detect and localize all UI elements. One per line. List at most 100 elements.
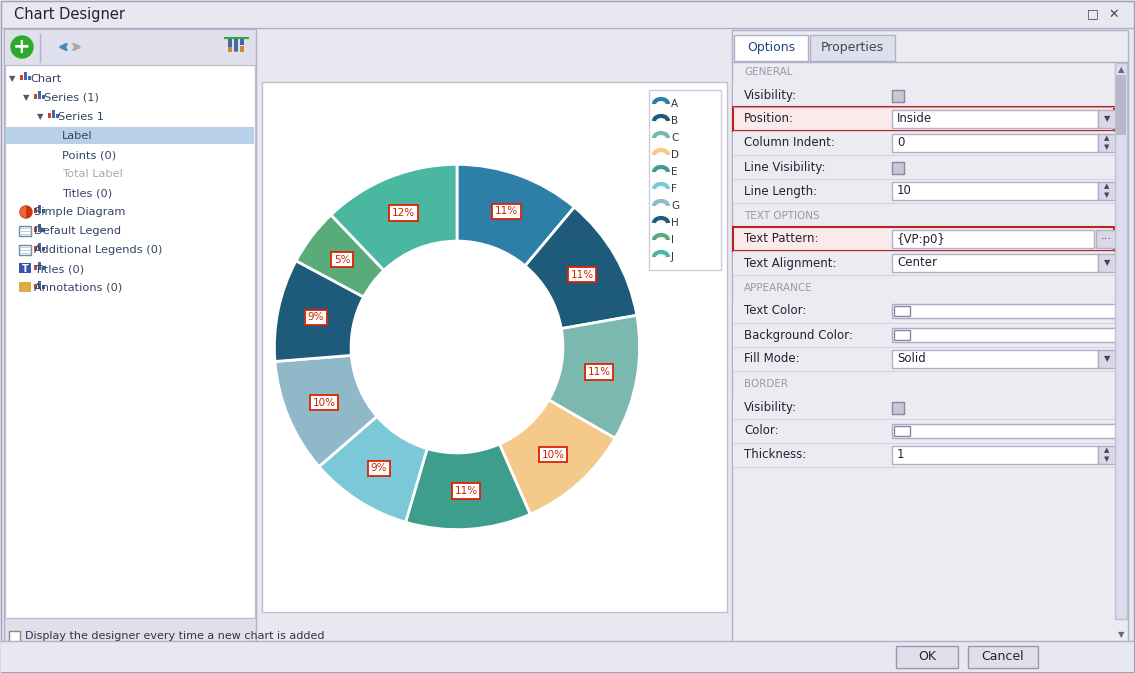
Text: 0: 0 — [897, 137, 905, 149]
Bar — [6, 127, 254, 144]
Text: Titles (0): Titles (0) — [62, 188, 112, 198]
Text: Properties: Properties — [821, 42, 883, 55]
Text: Line Length:: Line Length: — [745, 184, 817, 197]
Wedge shape — [499, 400, 615, 514]
Text: ▼: ▼ — [1104, 456, 1110, 462]
Bar — [892, 328, 1116, 342]
Bar — [5, 30, 255, 65]
Text: ▲: ▲ — [1104, 447, 1110, 453]
Bar — [968, 646, 1039, 668]
Bar — [892, 254, 1098, 272]
Text: Text Pattern:: Text Pattern: — [745, 232, 818, 246]
Circle shape — [11, 36, 33, 58]
Bar — [894, 306, 910, 316]
Bar — [892, 304, 1116, 318]
Text: ▼: ▼ — [1118, 631, 1125, 639]
Bar — [19, 245, 31, 255]
Text: Display the designer every time a new chart is added: Display the designer every time a new ch… — [25, 631, 325, 641]
Bar — [37, 243, 41, 251]
Text: Options: Options — [747, 42, 794, 55]
Bar — [1098, 446, 1116, 464]
Bar — [894, 330, 910, 340]
Bar — [1115, 63, 1127, 619]
Bar — [1098, 350, 1116, 368]
Bar — [228, 39, 232, 47]
Text: B: B — [671, 116, 678, 126]
Text: GENERAL: GENERAL — [745, 67, 792, 77]
Bar — [649, 90, 721, 270]
Bar — [733, 155, 1113, 179]
Text: 10%: 10% — [541, 450, 565, 460]
Text: ▼: ▼ — [23, 94, 30, 102]
Text: 11%: 11% — [588, 367, 611, 377]
Bar — [734, 35, 808, 61]
Text: Column Indent:: Column Indent: — [745, 137, 835, 149]
Bar — [892, 110, 1098, 128]
Wedge shape — [20, 206, 26, 218]
Wedge shape — [405, 444, 530, 530]
Wedge shape — [548, 315, 640, 438]
Bar — [42, 209, 45, 213]
Text: Points (0): Points (0) — [62, 150, 116, 160]
Text: Annotations (0): Annotations (0) — [34, 283, 123, 293]
Text: H: H — [671, 218, 679, 228]
Text: ▲: ▲ — [1118, 65, 1125, 75]
Bar — [733, 131, 1113, 155]
Text: D: D — [671, 150, 679, 160]
Bar — [19, 226, 31, 236]
Text: ▼: ▼ — [1103, 114, 1110, 124]
Text: ▼: ▼ — [9, 75, 15, 83]
Text: E: E — [671, 167, 678, 177]
Text: 5%: 5% — [334, 254, 351, 264]
Text: Background Color:: Background Color: — [745, 328, 852, 341]
Text: J: J — [671, 252, 674, 262]
Circle shape — [20, 206, 32, 218]
Text: Thickness:: Thickness: — [745, 448, 806, 462]
Bar — [48, 113, 51, 118]
Bar — [892, 402, 903, 414]
Bar — [34, 208, 37, 213]
Bar — [262, 82, 728, 612]
Text: 11%: 11% — [455, 486, 478, 496]
Bar — [1098, 182, 1116, 200]
Text: Color:: Color: — [745, 425, 779, 437]
Bar — [1116, 75, 1126, 135]
Bar — [894, 426, 910, 436]
Bar — [42, 228, 45, 232]
Bar — [34, 265, 37, 270]
Bar — [20, 75, 23, 80]
Bar — [56, 114, 59, 118]
Text: F: F — [671, 184, 676, 194]
Text: Label: Label — [62, 131, 93, 141]
Wedge shape — [296, 215, 384, 297]
Text: Text Alignment:: Text Alignment: — [745, 256, 836, 269]
Text: 10%: 10% — [312, 398, 336, 408]
Text: 9%: 9% — [371, 463, 387, 473]
Bar — [1098, 254, 1116, 272]
Bar — [733, 299, 1113, 323]
Bar — [1096, 230, 1116, 248]
Wedge shape — [457, 164, 574, 266]
Wedge shape — [526, 207, 637, 328]
Bar — [733, 347, 1113, 371]
Text: Visibility:: Visibility: — [745, 400, 797, 413]
Text: Titles (0): Titles (0) — [34, 264, 84, 274]
Bar — [234, 40, 238, 52]
Text: Inside: Inside — [897, 112, 932, 125]
Bar — [34, 284, 37, 289]
Text: Solid: Solid — [897, 353, 926, 365]
Bar — [37, 91, 41, 99]
Text: G: G — [671, 201, 679, 211]
Text: ▼: ▼ — [1104, 144, 1110, 150]
Bar — [9, 631, 20, 642]
Bar — [19, 282, 31, 292]
Text: A: A — [671, 99, 678, 109]
Text: Chart Designer: Chart Designer — [14, 7, 125, 22]
Bar — [892, 182, 1098, 200]
Text: ✕: ✕ — [1109, 7, 1119, 20]
Text: 11%: 11% — [495, 207, 518, 217]
Text: Default Legend: Default Legend — [34, 226, 121, 236]
Text: Center: Center — [897, 256, 938, 269]
Text: Position:: Position: — [745, 112, 794, 125]
Text: ···: ··· — [1101, 234, 1111, 244]
